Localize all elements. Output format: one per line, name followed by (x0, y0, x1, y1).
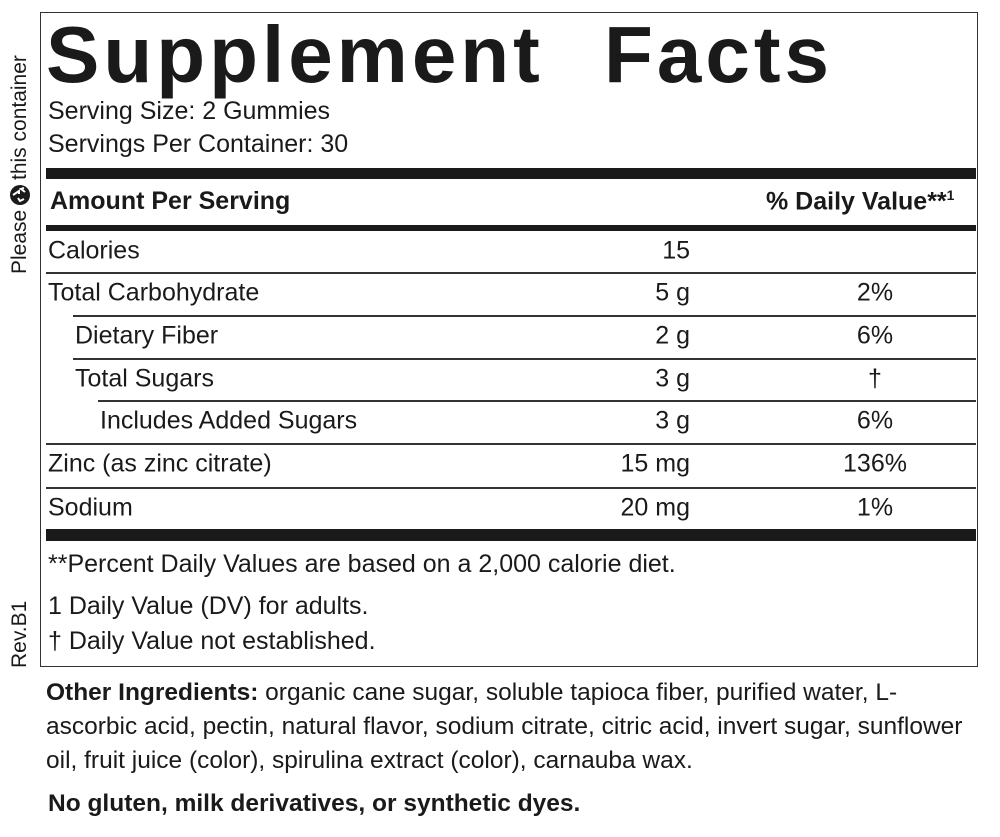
nutrient-daily-value: † (868, 364, 882, 393)
nutrient-daily-value: 6% (856, 321, 894, 350)
facts-box (40, 12, 978, 667)
nutrient-row: Sodium 20 mg 1% (46, 487, 976, 530)
ingredients-label: Other Ingredients: (46, 679, 259, 706)
thick-rule (46, 529, 976, 541)
nutrient-row: Total Sugars 3 g † (46, 358, 976, 401)
daily-value-label: % Daily Value** (766, 187, 947, 216)
nutrient-row: Zinc (as zinc citrate) 15 mg 136% (46, 443, 976, 486)
recycle-icon (10, 184, 30, 205)
row-rule (46, 443, 976, 445)
row-rule (46, 487, 976, 489)
nutrient-amount: 5 g (655, 278, 690, 307)
title: Supplement Facts (46, 10, 834, 99)
amount-header: Amount Per Serving (50, 187, 291, 215)
thick-rule (46, 168, 976, 179)
side-note: Please this container (8, 12, 32, 274)
allergen-note: No gluten, milk derivatives, or syntheti… (48, 790, 581, 817)
daily-value-header: % Daily Value**1 (766, 187, 954, 216)
nutrient-amount: 2 g (655, 321, 690, 350)
nutrient-amount: 3 g (655, 406, 690, 435)
nutrient-row: Calories 15 (46, 230, 976, 273)
nutrient-amount: 15 mg (620, 449, 690, 478)
row-rule (98, 400, 976, 402)
medium-rule (46, 225, 976, 231)
daily-value-note: 1 (946, 187, 955, 203)
other-ingredients: Other Ingredients: organic cane sugar, s… (46, 676, 986, 778)
nutrient-daily-value: 136% (843, 449, 907, 478)
nutrient-row: Dietary Fiber 2 g 6% (46, 315, 976, 358)
nutrient-daily-value: 2% (856, 278, 894, 307)
nutrient-name: Includes Added Sugars (100, 406, 358, 435)
nutrient-daily-value: 6% (856, 406, 894, 435)
nutrient-amount: 3 g (655, 364, 690, 393)
row-rule (46, 272, 976, 274)
nutrient-amount: 15 (662, 236, 690, 265)
nutrient-row: Total Carbohydrate 5 g 2% (46, 272, 976, 315)
side-note-after: this container (8, 54, 31, 180)
ingredients-text: organic cane sugar, soluble tapioca fibe… (46, 679, 963, 774)
nutrient-name: Zinc (as zinc citrate) (48, 449, 272, 478)
row-rule (73, 358, 976, 360)
footnote: † Daily Value not established. (48, 627, 376, 655)
revision: Rev.B1 (8, 590, 32, 668)
nutrient-daily-value: 1% (856, 493, 894, 522)
servings-per-container: Servings Per Container: 30 (48, 130, 349, 158)
nutrient-amount: 20 mg (620, 493, 690, 522)
nutrient-name: Dietary Fiber (75, 321, 219, 350)
nutrient-name: Sodium (48, 493, 133, 522)
nutrient-name: Total Carbohydrate (48, 278, 260, 307)
serving-size: Serving Size: 2 Gummies (48, 97, 331, 125)
footnote: **Percent Daily Values are based on a 2,… (48, 550, 676, 578)
side-note-before: Please (8, 209, 31, 274)
footnote: 1 Daily Value (DV) for adults. (48, 592, 369, 620)
nutrient-row: Includes Added Sugars 3 g 6% (46, 400, 976, 443)
revision-text: Rev.B1 (8, 600, 31, 668)
nutrient-name: Total Sugars (75, 364, 214, 393)
row-rule (73, 315, 976, 317)
nutrient-name: Calories (48, 236, 140, 265)
